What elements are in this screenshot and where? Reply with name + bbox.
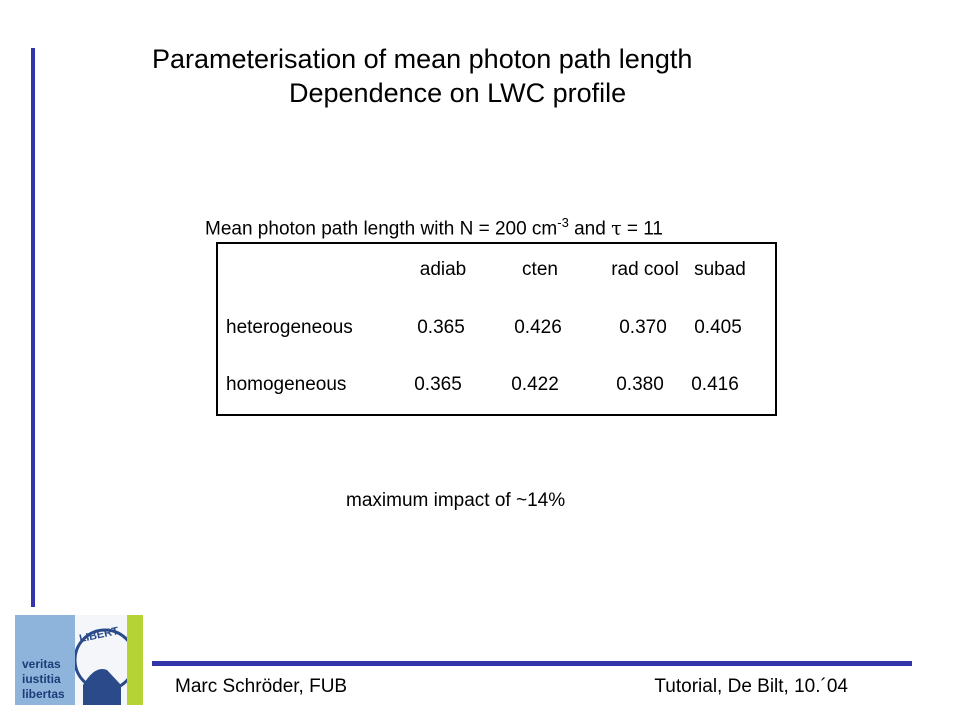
footer-right: Tutorial, De Bilt, 10.´04 xyxy=(654,676,848,697)
seal-figure xyxy=(83,669,121,705)
column-header: cten xyxy=(522,259,558,280)
row-label: heterogeneous xyxy=(226,317,353,338)
table-cell: 0.422 xyxy=(511,374,559,395)
table-cell: 0.370 xyxy=(619,317,667,338)
motto: iustitia xyxy=(22,672,61,686)
table-cell: 0.365 xyxy=(417,317,465,338)
bottom-rule xyxy=(152,661,912,666)
table-cell: 0.365 xyxy=(414,374,462,395)
left-rule xyxy=(31,48,35,607)
caption-text: and xyxy=(568,218,612,240)
motto: veritas xyxy=(22,657,61,671)
footer-left: Marc Schröder, FUB xyxy=(175,676,348,697)
green-bar xyxy=(127,615,143,705)
title-line: Parameterisation of mean photon path len… xyxy=(152,44,693,74)
column-header: rad cool xyxy=(611,259,679,280)
table-cell: 0.405 xyxy=(694,317,742,338)
logo-motto-box xyxy=(15,615,75,705)
caption-superscript: -3 xyxy=(557,215,569,230)
column-header: adiab xyxy=(419,259,467,280)
title-line: Dependence on LWC profile xyxy=(289,78,627,108)
row-label: homogeneous xyxy=(226,374,347,395)
caption-symbol: τ xyxy=(611,217,622,240)
motto: libertas xyxy=(22,687,65,701)
caption-text: = 11 xyxy=(621,218,663,240)
table-cell: 0.416 xyxy=(691,374,739,395)
table-cell: 0.380 xyxy=(616,374,664,395)
table-cell: 0.426 xyxy=(514,317,562,338)
note: maximum impact of ~14% xyxy=(346,490,566,511)
caption-text: Mean photon path length with N = 200 cm xyxy=(205,218,558,240)
table: adiab cten rad cool subad heterogeneous 0.365… xyxy=(216,242,777,416)
column-header: subad xyxy=(694,259,746,280)
seal: LIBERT xyxy=(75,615,143,705)
caption: Mean photon path length with N = 200 cm-… xyxy=(205,193,663,240)
